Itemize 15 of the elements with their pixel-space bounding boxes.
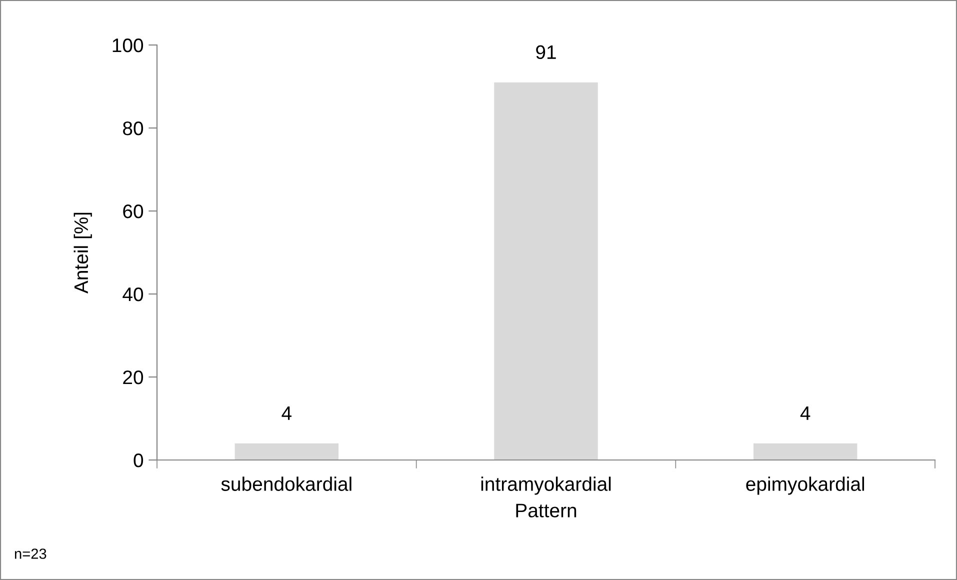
y-tick-label: 80: [123, 121, 144, 136]
y-tick-label: 40: [122, 287, 144, 302]
y-tick-label: 100: [112, 38, 144, 52]
data-label: 4: [800, 406, 810, 420]
y-axis-title: Anteil [%]: [74, 212, 92, 294]
y-tick-label: 60: [123, 204, 144, 218]
x-axis-title: Pattern: [516, 504, 576, 518]
y-tick-label: 0: [134, 453, 144, 468]
x-tick-label: subendokardial: [221, 476, 352, 491]
x-tick-label: intramyokardial: [481, 476, 611, 495]
data-label: 4: [282, 406, 292, 420]
data-label: 91: [536, 45, 556, 60]
y-tick-label: 20: [123, 370, 144, 384]
text: n=23: [14, 548, 46, 559]
x-tick-label: epimyokardial: [746, 476, 864, 495]
